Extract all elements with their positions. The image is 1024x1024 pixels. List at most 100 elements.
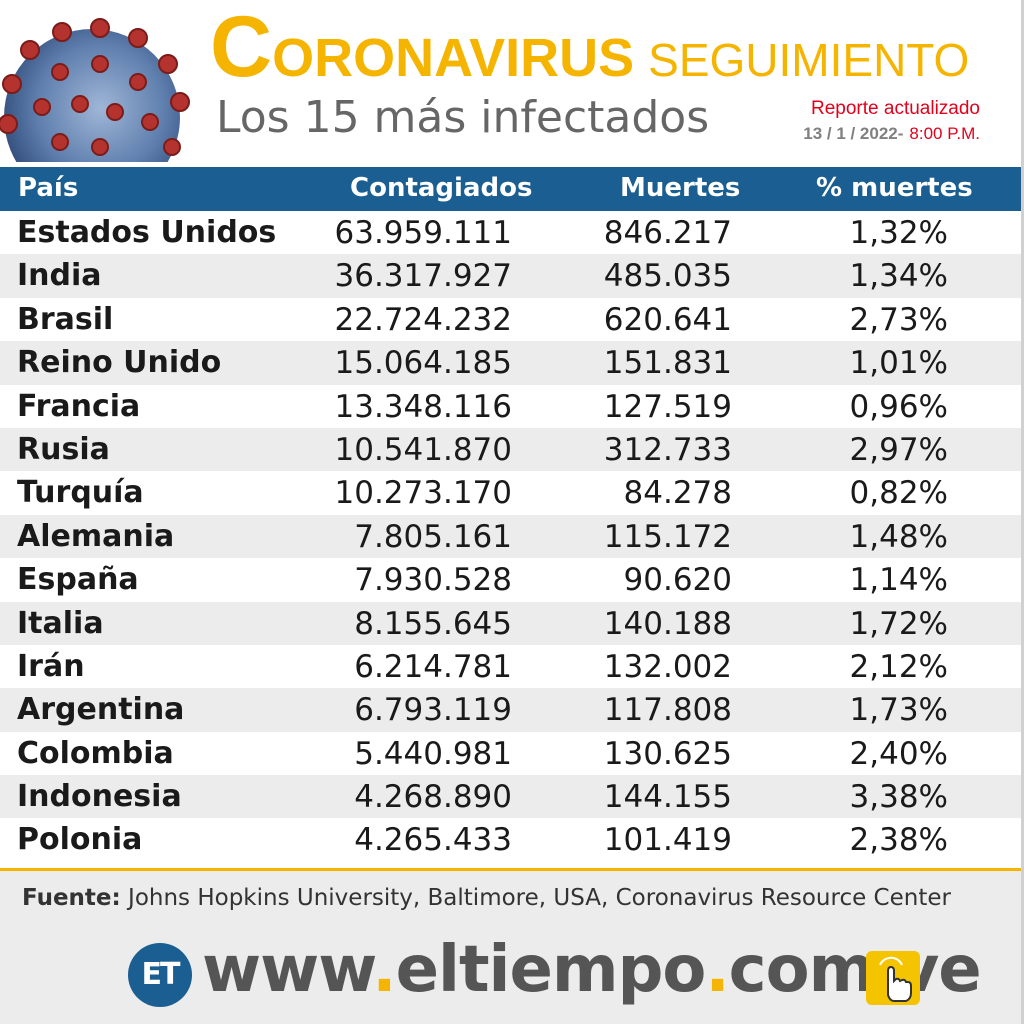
cases-table: País Contagiados Muertes % muertes Estad… [0,167,1024,862]
table-body: Estados Unidos 63.959.111 846.217 1,32% Indi… [0,211,1024,862]
cell-cases: 6.793.119 [354,692,512,729]
url-part: com [728,933,876,1007]
cell-country: Estados Unidos [17,215,277,250]
cell-cases: 15.064.185 [334,345,513,382]
cell-cases: 7.805.161 [354,518,512,555]
table-row: Argentina 6.793.119 117.808 1,73% [0,688,1024,732]
report-label: Reporte actualizado [811,98,980,119]
cell-cases: 22.724.232 [334,301,513,338]
report-info: Reporte actualizado 13 / 1 / 2022- 8:00 P… [803,98,980,144]
cell-pct: 2,73% [849,301,948,338]
hand-pointer-icon [866,951,920,1005]
cell-deaths: 101.419 [603,822,732,859]
url-part: eltiempo [395,933,707,1007]
header: CORONAVIRUS SEGUIMIENTO Los 15 más infect… [0,0,1024,162]
table-row: Alemania 7.805.161 115.172 1,48% [0,514,1024,559]
cell-deaths: 620.641 [603,301,732,338]
cell-cases: 36.317.927 [334,258,513,295]
cell-country: Brasil [17,301,114,337]
cell-cases: 10.541.870 [334,431,513,468]
et-logo: ET [128,943,192,1007]
title-seguimiento: SEGUIMIENTO [648,34,970,86]
cell-cases: 6.214.781 [354,648,512,685]
cell-country: Argentina [17,692,185,728]
cell-pct: 2,97% [849,431,948,468]
cell-country: Indonesia [17,779,182,815]
header-deaths: Muertes [620,173,741,203]
cell-deaths: 485.035 [603,258,732,295]
cell-country: España [17,562,139,598]
frame-border [1021,0,1024,1024]
table-row: Colombia 5.440.981 130.625 2,40% [0,731,1024,776]
cell-pct: 1,01% [849,345,948,382]
main-title: CORONAVIRUS SEGUIMIENTO [210,4,969,90]
cell-country: Colombia [17,735,174,771]
table-header: País Contagiados Muertes % muertes [0,167,1024,211]
table-row: Reino Unido 15.064.185 151.831 1,01% [0,341,1024,385]
cell-deaths: 144.155 [603,779,732,816]
cell-country: Francia [17,388,141,424]
table-row: Polonia 4.265.433 101.419 2,38% [0,818,1024,862]
cell-deaths: 151.831 [603,345,732,382]
brand-footer: ET www.eltiempo.com.ve [0,929,1024,1024]
report-date-line: 13 / 1 / 2022- 8:00 P.M. [803,124,980,144]
cell-deaths: 115.172 [603,518,732,555]
website-url: www.eltiempo.com.ve [202,933,982,1007]
table-row: Brasil 22.724.232 620.641 2,73% [0,297,1024,342]
cell-pct: 3,38% [849,779,948,816]
cell-country: India [17,258,102,294]
cell-country: Irán [17,648,85,684]
table-row: Italia 8.155.645 140.188 1,72% [0,601,1024,645]
cell-country: Alemania [17,518,175,554]
cell-country: Rusia [17,431,110,467]
cell-cases: 4.265.433 [354,822,512,859]
table-row: España 7.930.528 90.620 1,14% [0,558,1024,602]
cell-pct: 1,48% [849,518,948,555]
cell-deaths: 846.217 [603,215,732,251]
header-country: País [18,173,79,203]
cell-cases: 4.268.890 [354,779,512,816]
cell-deaths: 127.519 [603,388,732,425]
table-row: Rusia 10.541.870 312.733 2,97% [0,427,1024,472]
cell-cases: 7.930.528 [354,562,512,599]
cell-deaths: 130.625 [603,735,732,772]
cell-pct: 1,73% [849,692,948,729]
report-time: 8:00 P.M. [909,124,980,143]
cell-pct: 2,38% [849,822,948,859]
cell-country: Reino Unido [17,345,222,381]
cell-deaths: 312.733 [603,431,732,468]
url-dot: . [372,933,396,1007]
title-initial: C [210,0,273,95]
coronavirus-illustration [0,18,190,162]
cell-deaths: 132.002 [603,648,732,685]
table-row: Irán 6.214.781 132.002 2,12% [0,644,1024,689]
source-line: Fuente: Johns Hopkins University, Baltim… [0,871,1024,929]
subtitle: Los 15 más infectados [216,92,710,143]
url-dot: . [705,933,729,1007]
cell-country: Italia [17,605,104,641]
cell-pct: 1,72% [849,605,948,642]
cell-deaths: 90.620 [623,562,732,599]
cell-cases: 10.273.170 [334,475,513,512]
cell-cases: 8.155.645 [354,605,512,642]
cell-deaths: 84.278 [623,475,732,512]
source-text: Johns Hopkins University, Baltimore, USA… [128,885,951,911]
header-pct: % muertes [816,173,973,203]
cell-pct: 0,82% [849,475,948,512]
cell-pct: 1,34% [849,258,948,295]
cell-cases: 13.348.116 [334,388,513,425]
source-label: Fuente: [22,885,121,911]
cell-country: Polonia [17,822,143,858]
cell-country: Turquía [17,475,144,511]
table-row: India 36.317.927 485.035 1,34% [0,254,1024,298]
divider [0,868,1024,871]
cell-pct: 1,14% [849,562,948,599]
table-row: Turquía 10.273.170 84.278 0,82% [0,471,1024,515]
cell-pct: 0,96% [849,388,948,425]
cell-pct: 2,40% [849,735,948,772]
header-cases: Contagiados [350,173,533,203]
table-row: Estados Unidos 63.959.111 846.217 1,32% [0,211,1024,255]
url-part: www [202,933,373,1007]
table-row: Francia 13.348.116 127.519 0,96% [0,384,1024,428]
